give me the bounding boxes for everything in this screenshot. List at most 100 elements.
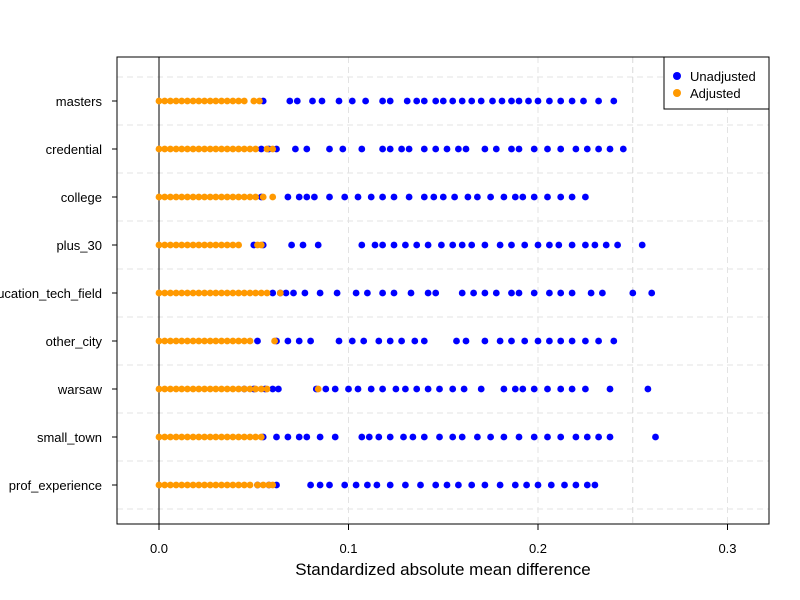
x-tick-label: 0.3 [718, 541, 736, 556]
point-adjusted [269, 481, 277, 489]
point-adjusted [235, 337, 243, 345]
point-unadjusted [386, 337, 394, 345]
point-unadjusted [595, 337, 602, 345]
point-unadjusted [547, 481, 555, 489]
point-adjusted [201, 193, 208, 201]
point-adjusted [223, 145, 231, 153]
point-adjusted [246, 289, 254, 297]
point-unadjusted [326, 481, 333, 489]
grid-lines [117, 57, 769, 524]
point-adjusted [155, 433, 163, 441]
point-unadjusted [515, 433, 523, 441]
point-adjusted [246, 193, 254, 201]
point-unadjusted [403, 97, 411, 105]
point-adjusted [246, 433, 254, 441]
point-unadjusted [316, 289, 324, 297]
point-adjusted [167, 145, 174, 153]
point-unadjusted [254, 337, 261, 345]
point-unadjusted [582, 385, 589, 393]
point-unadjusted [591, 241, 599, 249]
point-adjusted [201, 145, 208, 153]
point-unadjusted [481, 481, 489, 489]
point-adjusted [161, 241, 169, 249]
point-unadjusted [492, 145, 500, 153]
point-adjusted [206, 193, 214, 201]
point-adjusted [167, 241, 174, 249]
point-adjusted [201, 241, 208, 249]
point-unadjusted [443, 481, 451, 489]
point-unadjusted [481, 241, 489, 249]
point-unadjusted [413, 97, 421, 105]
point-unadjusted [402, 241, 409, 249]
point-adjusted [178, 145, 186, 153]
point-adjusted [167, 97, 174, 105]
point-unadjusted [508, 289, 515, 297]
point-unadjusted [557, 433, 565, 441]
point-adjusted [206, 337, 214, 345]
point-unadjusted [525, 97, 532, 105]
point-unadjusted [341, 193, 349, 201]
point-adjusted [223, 193, 231, 201]
point-unadjusted [568, 385, 576, 393]
point-adjusted [184, 337, 191, 345]
point-unadjusted [508, 145, 515, 153]
point-unadjusted [379, 385, 386, 393]
point-adjusted [235, 481, 243, 489]
point-adjusted [229, 385, 237, 393]
y-tick-label: plus_30 [56, 238, 102, 253]
point-unadjusted [449, 241, 457, 249]
point-unadjusted [534, 97, 542, 105]
point-unadjusted [405, 145, 413, 153]
point-unadjusted [453, 337, 460, 345]
point-unadjusted [358, 433, 366, 441]
point-unadjusted [546, 241, 553, 249]
point-adjusted [229, 97, 237, 105]
point-adjusted [178, 97, 186, 105]
y-tick-label: credential [46, 142, 102, 157]
y-axis: masters credential college plus_30 education… [0, 94, 117, 493]
point-unadjusted [402, 385, 409, 393]
point-unadjusted [348, 337, 356, 345]
legend-marker-adjusted [673, 89, 681, 97]
point-unadjusted [360, 337, 368, 345]
point-unadjusted [449, 385, 457, 393]
point-unadjusted [530, 193, 538, 201]
point-adjusted [252, 193, 259, 201]
point-unadjusted [331, 385, 339, 393]
point-adjusted [161, 385, 169, 393]
point-unadjusted [508, 241, 515, 249]
point-unadjusted [546, 337, 553, 345]
point-unadjusted [443, 145, 451, 153]
point-adjusted [155, 289, 163, 297]
point-unadjusted [519, 385, 527, 393]
point-unadjusted [432, 481, 440, 489]
point-unadjusted [591, 481, 599, 489]
point-unadjusted [295, 193, 303, 201]
point-adjusted [178, 481, 186, 489]
point-unadjusted [341, 481, 349, 489]
point-unadjusted [557, 97, 565, 105]
point-unadjusted [390, 241, 398, 249]
point-adjusted [218, 241, 225, 249]
point-adjusted [195, 289, 203, 297]
point-unadjusted [481, 145, 489, 153]
point-unadjusted [432, 289, 440, 297]
point-adjusted [218, 145, 225, 153]
point-adjusted [195, 481, 203, 489]
point-adjusted [189, 289, 197, 297]
point-adjusted [195, 385, 203, 393]
point-adjusted [218, 97, 225, 105]
point-unadjusted [288, 241, 295, 249]
point-unadjusted [375, 433, 383, 441]
point-unadjusted [595, 433, 602, 441]
point-unadjusted [316, 481, 324, 489]
point-adjusted [257, 241, 265, 249]
y-tick-label: warsaw [57, 382, 103, 397]
point-adjusted [178, 337, 186, 345]
x-tick-label: 0.2 [529, 541, 547, 556]
y-tick-label: college [61, 190, 102, 205]
point-adjusted [206, 481, 214, 489]
point-unadjusted [557, 145, 565, 153]
point-unadjusted [481, 289, 489, 297]
point-unadjusted [544, 385, 551, 393]
